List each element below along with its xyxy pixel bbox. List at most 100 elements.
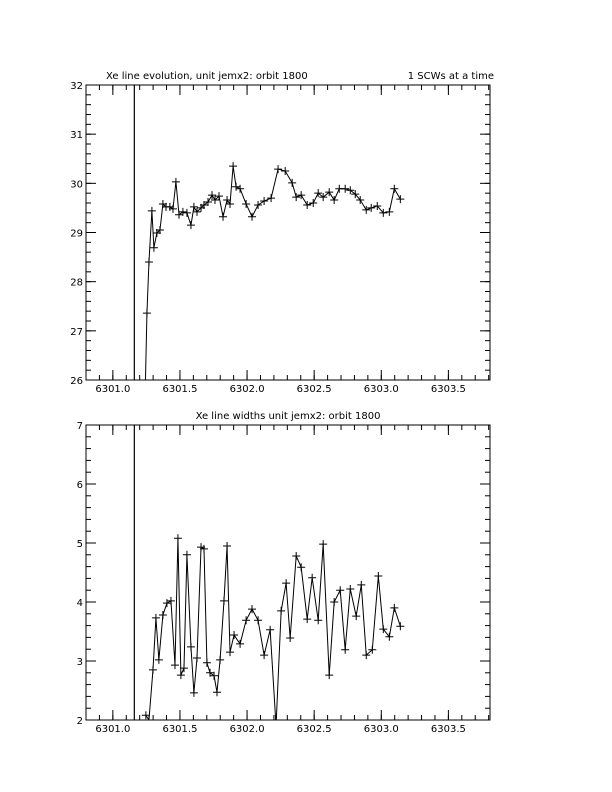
y-tick-label: 3: [77, 657, 83, 668]
y-tick-label: 6: [77, 480, 83, 491]
point-marker: [236, 639, 245, 648]
y-tick-label: 28: [70, 278, 83, 289]
point-marker: [179, 664, 188, 673]
chart-title: Xe line widths unit jemx2: orbit 1800: [196, 411, 381, 422]
point-marker: [362, 651, 371, 660]
plot-area: [133, 85, 405, 409]
point-marker: [266, 625, 275, 634]
point-marker: [282, 579, 291, 588]
point-marker: [182, 208, 191, 217]
point-marker: [192, 207, 201, 216]
point-marker: [204, 198, 213, 207]
y-tick-label: 2: [77, 716, 83, 727]
x-tick-label: 6303.0: [364, 384, 399, 395]
point-marker: [216, 655, 225, 664]
point-marker: [368, 645, 377, 654]
point-marker: [215, 192, 224, 201]
point-marker: [319, 193, 328, 202]
point-marker: [173, 534, 182, 543]
point-marker: [166, 596, 175, 605]
point-marker: [346, 585, 355, 594]
point-marker: [158, 610, 167, 619]
point-marker: [325, 671, 334, 680]
series-line: [145, 538, 401, 720]
point-marker: [144, 258, 153, 266]
point-marker: [303, 615, 312, 624]
point-marker: [210, 196, 219, 205]
y-tick-label: 27: [70, 327, 83, 338]
point-marker: [254, 616, 263, 625]
point-marker: [373, 201, 382, 210]
y-tick-label: 7: [77, 421, 83, 432]
point-marker: [390, 184, 399, 193]
point-marker: [226, 648, 235, 657]
point-marker: [379, 208, 388, 217]
point-marker: [144, 716, 153, 720]
x-tick-label: 6301.0: [95, 384, 130, 395]
point-marker: [219, 212, 228, 221]
point-marker: [396, 622, 405, 631]
point-marker: [141, 401, 149, 409]
point-marker: [226, 199, 235, 208]
point-marker: [151, 613, 160, 622]
plot-area: [133, 425, 405, 730]
point-marker: [292, 193, 301, 202]
point-marker: [178, 207, 187, 216]
point-marker: [147, 206, 156, 215]
point-marker: [297, 563, 306, 572]
point-marker: [210, 671, 219, 680]
point-marker: [176, 671, 185, 680]
point-marker: [248, 212, 257, 221]
point-marker: [229, 162, 238, 171]
chart-title: Xe line evolution, unit jemx2: orbit 180…: [106, 71, 308, 82]
point-marker: [362, 205, 371, 214]
point-marker: [170, 661, 179, 670]
point-marker: [351, 190, 360, 199]
point-marker: [308, 573, 317, 582]
point-marker: [357, 580, 366, 589]
x-tick-label: 6302.0: [230, 384, 265, 395]
point-marker: [385, 632, 394, 641]
point-marker: [236, 184, 245, 193]
point-marker: [162, 599, 171, 608]
x-tick-label: 6302.5: [297, 724, 332, 735]
point-marker: [352, 612, 361, 621]
point-marker: [242, 616, 251, 625]
point-marker: [186, 642, 195, 651]
point-marker: [186, 221, 195, 230]
y-tick-label: 31: [70, 130, 83, 141]
point-marker: [148, 665, 157, 674]
point-marker: [319, 540, 328, 549]
axes-frame: [85, 424, 491, 721]
point-marker: [288, 178, 297, 187]
point-marker: [374, 572, 383, 581]
point-marker: [189, 202, 198, 211]
x-tick-label: 6303.5: [431, 384, 466, 395]
point-marker: [260, 197, 269, 206]
point-marker: [267, 194, 276, 203]
point-marker: [206, 668, 215, 677]
x-tick-label: 6301.5: [162, 384, 197, 395]
point-marker: [223, 541, 232, 550]
x-tick-label: 6301.5: [162, 724, 197, 735]
point-marker: [281, 167, 290, 176]
point-marker: [272, 722, 280, 730]
point-marker: [341, 645, 350, 654]
point-marker: [330, 196, 339, 205]
point-marker: [325, 188, 334, 197]
y-tick-label: 4: [77, 598, 83, 609]
point-marker: [168, 204, 177, 213]
point-marker: [286, 633, 295, 642]
point-marker: [149, 243, 158, 252]
series-line: [144, 166, 401, 380]
point-marker: [346, 186, 355, 195]
point-marker: [242, 199, 251, 208]
point-marker: [367, 203, 376, 212]
point-marker: [202, 658, 211, 667]
point-marker: [297, 191, 306, 200]
point-marker: [182, 550, 191, 559]
point-marker: [199, 544, 208, 553]
point-marker: [309, 199, 318, 207]
point-marker: [154, 655, 163, 664]
